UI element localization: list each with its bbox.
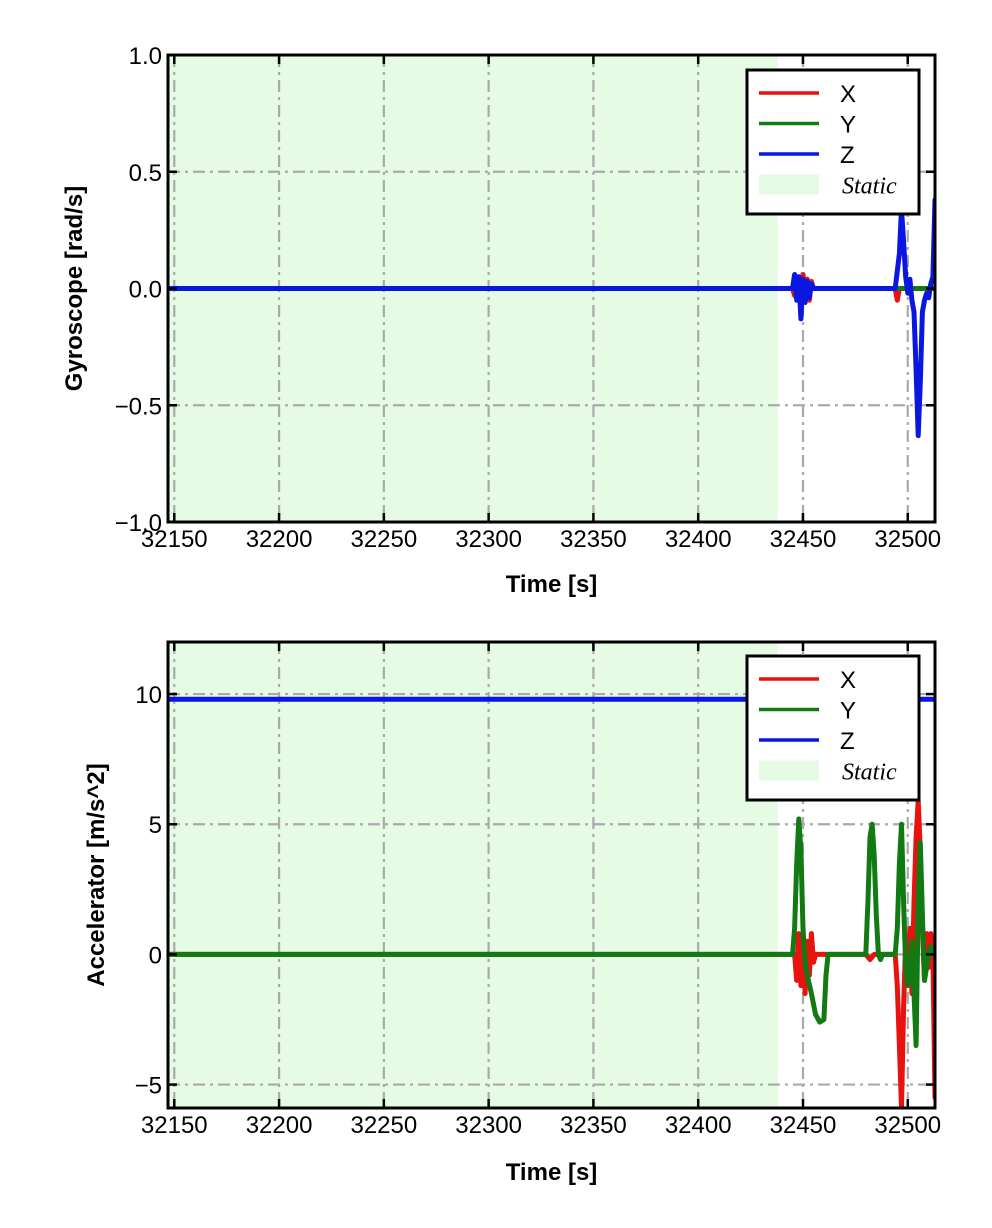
- x-tick-label: 32250: [350, 526, 417, 553]
- y-tick-label: 1.0: [129, 43, 162, 70]
- legend-label-x: X: [840, 81, 856, 108]
- x-tick-label: 32500: [874, 526, 941, 553]
- y-tick-label: 5: [149, 812, 162, 839]
- x-tick-label: 32150: [141, 526, 208, 553]
- accelerometer-panel: 32150 32200 32250 32300 32350 32400 32450 32500…: [83, 640, 941, 1186]
- legend: XYZ Static: [745, 68, 921, 216]
- x-tick-label: 32300: [455, 526, 522, 553]
- y-axis-title: Accelerator [m/s^2]: [83, 763, 110, 986]
- x-axis-title: Time [s]: [506, 1159, 598, 1186]
- x-axis-title: Time [s]: [506, 571, 598, 598]
- x-tick-label: 32350: [560, 1112, 627, 1139]
- legend-label-static: Static: [842, 174, 897, 200]
- legend: XYZ Static: [745, 654, 921, 802]
- x-tick-label: 32300: [455, 1112, 522, 1139]
- x-tick-label: 32200: [246, 526, 313, 553]
- legend-label-y: Y: [840, 698, 856, 725]
- x-tick-label: 32200: [246, 1112, 313, 1139]
- y-axis-title: Gyroscope [rad/s]: [61, 186, 88, 391]
- x-tick-label: 32250: [350, 1112, 417, 1139]
- static-region: [168, 642, 778, 1108]
- series-line-y: [168, 816, 935, 1048]
- legend-label-z: Z: [840, 142, 855, 169]
- legend-label-static: Static: [842, 760, 897, 786]
- x-tick-label: 32500: [874, 1112, 941, 1139]
- x-tick-label: 32350: [560, 526, 627, 553]
- x-tick-label: 32400: [665, 1112, 732, 1139]
- y-tick-label: 0: [149, 942, 162, 969]
- legend-label-x: X: [840, 667, 856, 694]
- legend-label-y: Y: [840, 112, 856, 139]
- gyroscope-panel: 32150 32200 32250 32300 32350 32400 32450 32500…: [61, 43, 941, 598]
- legend-swatch-static: [759, 174, 819, 195]
- legend-label-z: Z: [840, 728, 855, 755]
- x-tick-label: 32400: [665, 526, 732, 553]
- x-tick-label: 32450: [770, 526, 837, 553]
- plot-frame: [166, 640, 937, 1110]
- y-tick-label: 10: [135, 682, 162, 709]
- legend-swatch-static: [759, 760, 819, 781]
- y-tick-label: −5: [135, 1073, 162, 1100]
- x-tick-label: 32450: [770, 1112, 837, 1139]
- x-tick-label: 32150: [141, 1112, 208, 1139]
- y-tick-label: 0.5: [129, 160, 162, 187]
- series-line-z: [168, 197, 935, 439]
- y-tick-label: 0.0: [129, 277, 162, 304]
- y-tick-label: −1.0: [115, 510, 162, 537]
- y-tick-label: −0.5: [115, 393, 162, 420]
